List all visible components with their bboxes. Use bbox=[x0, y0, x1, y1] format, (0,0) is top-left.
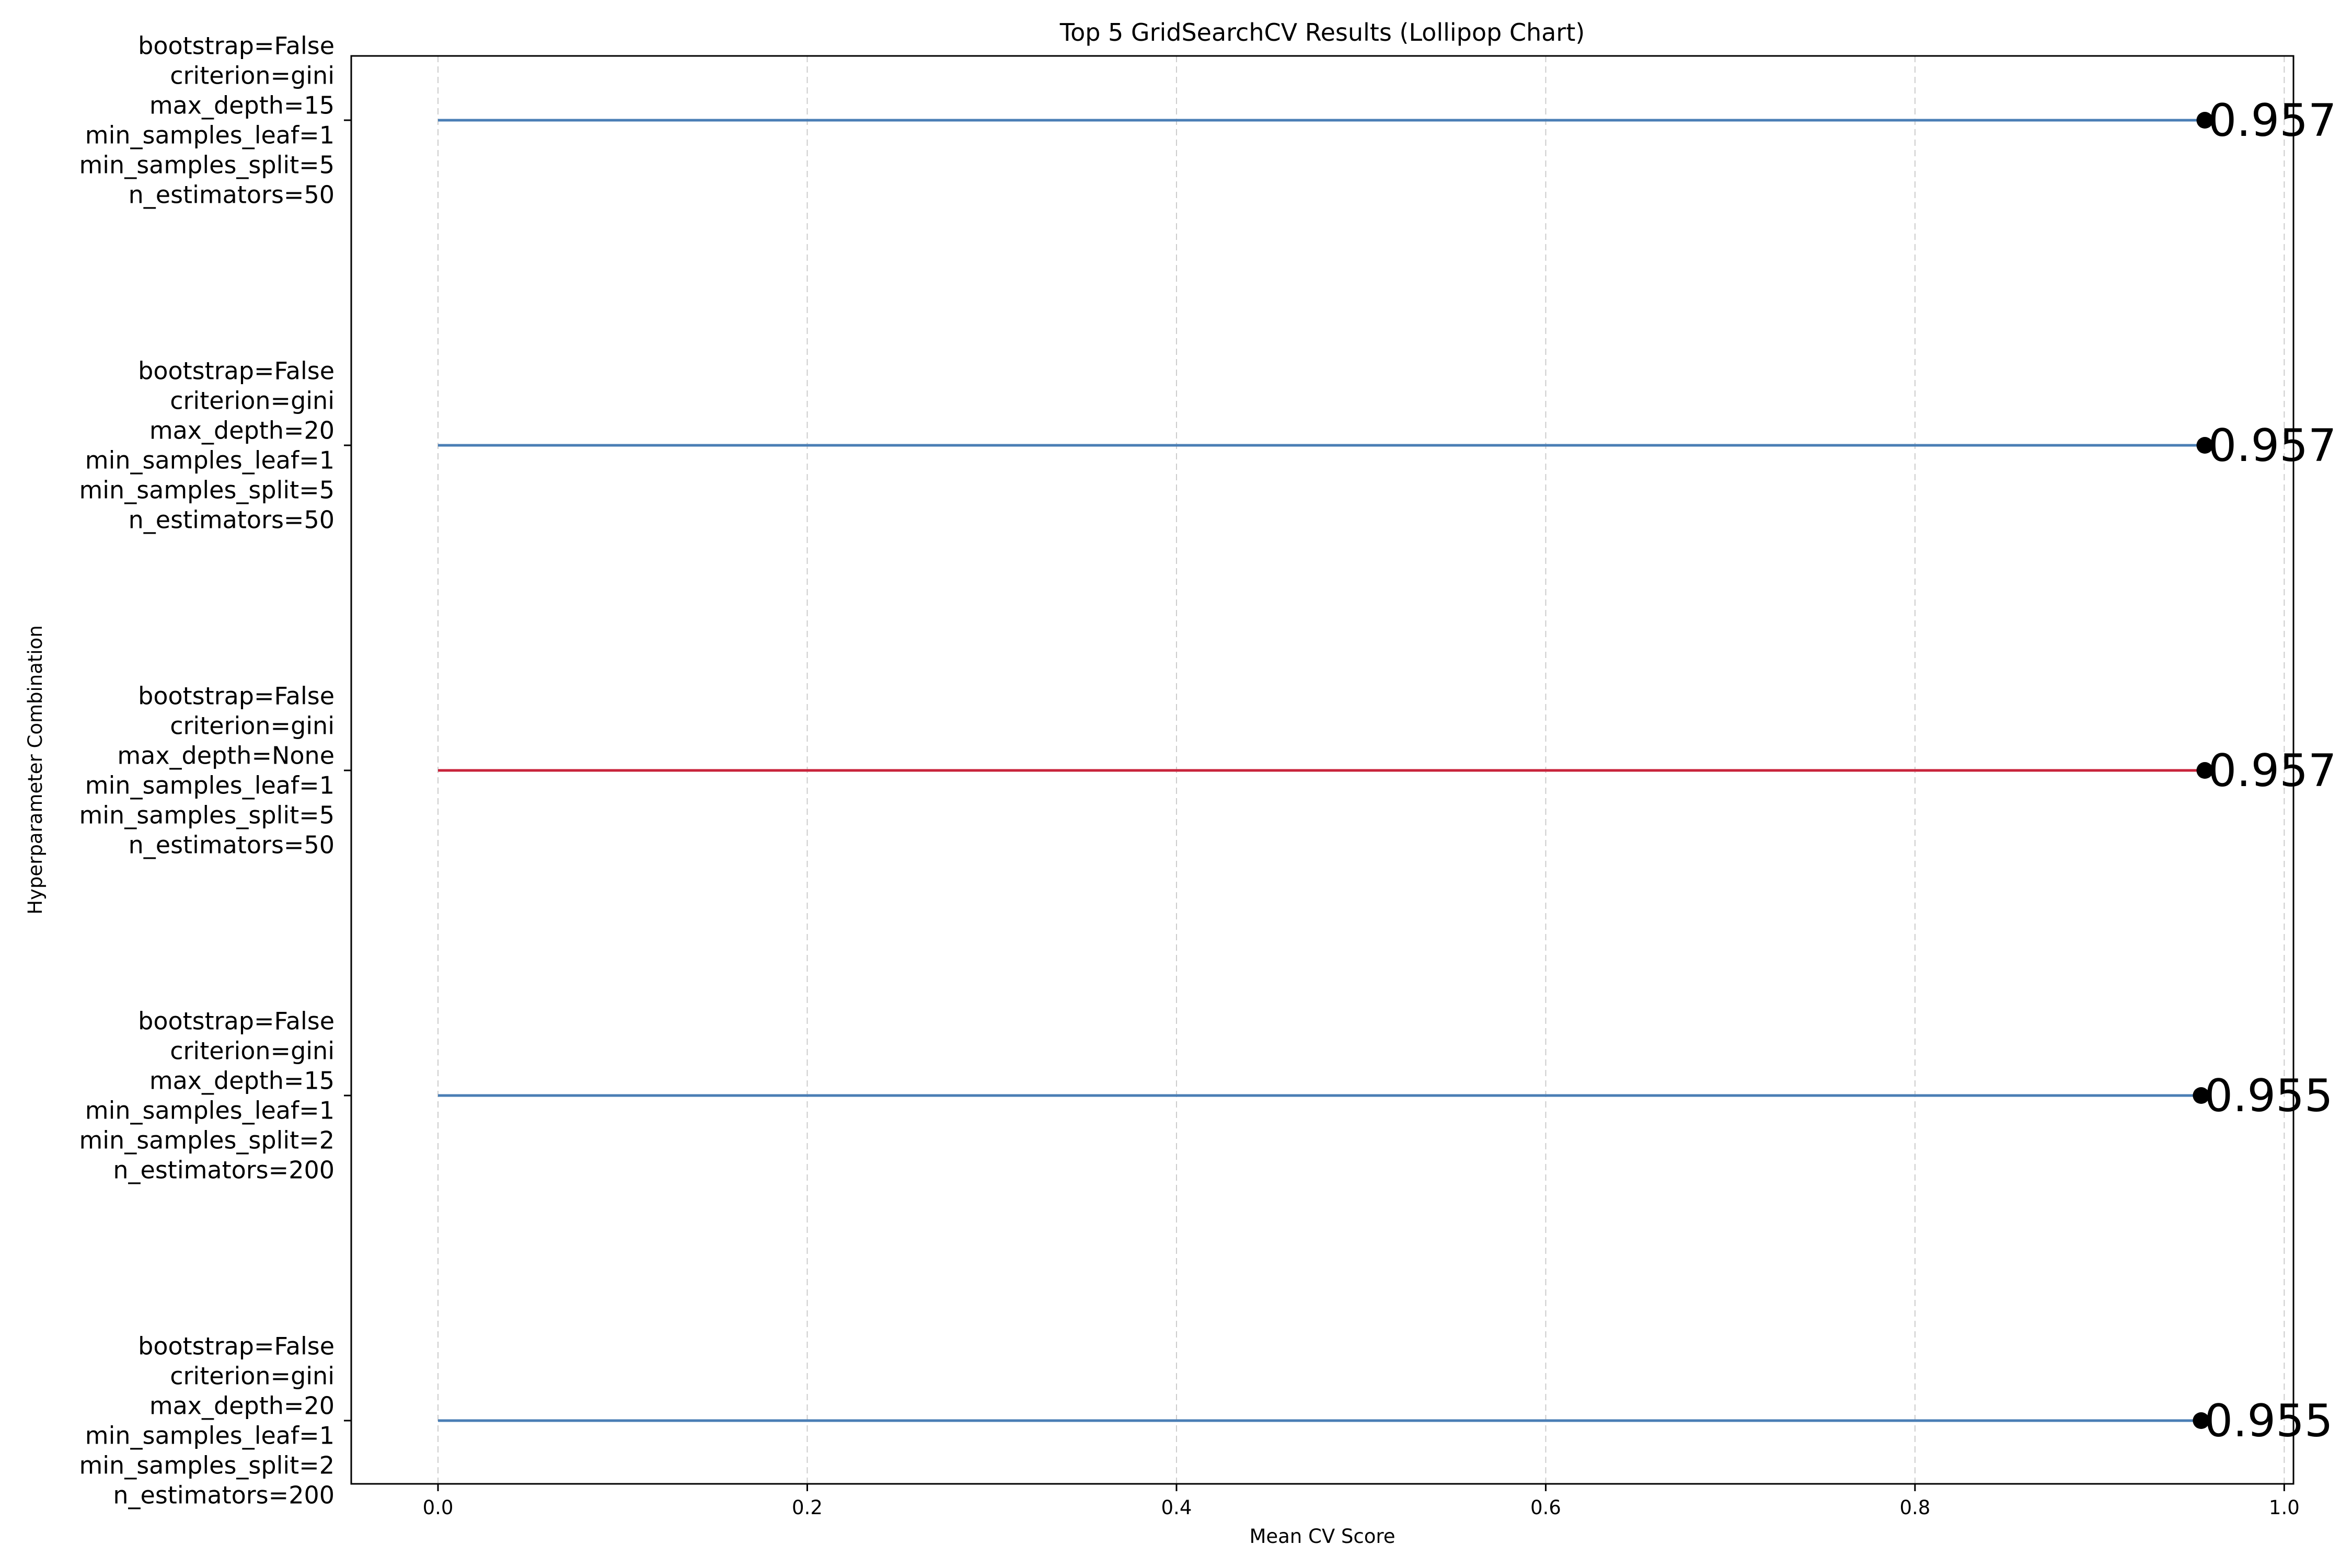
category-label-line: max_depth=15 bbox=[149, 1067, 335, 1095]
x-tick-label: 0.6 bbox=[1530, 1496, 1561, 1519]
x-tick-label: 0.0 bbox=[423, 1496, 454, 1519]
category-label-line: criterion=gini bbox=[170, 1362, 335, 1390]
category-label-line: max_depth=15 bbox=[149, 91, 335, 120]
lollipop-dot bbox=[2193, 1087, 2210, 1104]
category-label-line: criterion=gini bbox=[170, 387, 335, 415]
category-label-line: bootstrap=False bbox=[138, 682, 335, 710]
y-axis-label: Hyperparameter Combination bbox=[24, 625, 47, 915]
category-label-line: n_estimators=50 bbox=[129, 181, 335, 209]
y-ticks bbox=[344, 119, 351, 1422]
x-tick-label: 0.8 bbox=[1899, 1496, 1930, 1519]
category-label-line: max_depth=20 bbox=[149, 1392, 335, 1420]
stems bbox=[438, 119, 2205, 1422]
category-label-line: n_estimators=200 bbox=[113, 1481, 335, 1509]
x-tick-label: 0.4 bbox=[1161, 1496, 1192, 1519]
category-label-line: bootstrap=False bbox=[138, 357, 335, 385]
value-label: 0.955 bbox=[2204, 1395, 2333, 1447]
category-label-line: n_estimators=50 bbox=[129, 831, 335, 859]
category-labels: bootstrap=Falsecriterion=ginimax_depth=1… bbox=[79, 32, 335, 1509]
value-label: 0.957 bbox=[2208, 420, 2336, 472]
category-label-line: n_estimators=200 bbox=[113, 1156, 335, 1184]
category-label-line: min_samples_leaf=1 bbox=[85, 121, 335, 149]
x-ticks: 0.0 0.2 0.4 0.6 0.8 1.0 bbox=[423, 1484, 2300, 1519]
category-label-line: max_depth=None bbox=[117, 742, 335, 770]
chart-title: Top 5 GridSearchCV Results (Lollipop Cha… bbox=[1059, 18, 1585, 47]
lollipop-dot bbox=[2196, 762, 2213, 779]
category-label-line: min_samples_leaf=1 bbox=[85, 446, 335, 475]
lollipop-dot bbox=[2193, 1412, 2210, 1429]
category-label-line: min_samples_leaf=1 bbox=[85, 1097, 335, 1125]
category-label-line: bootstrap=False bbox=[138, 32, 335, 60]
lollipop-dot bbox=[2196, 437, 2213, 454]
category-label-line: criterion=gini bbox=[170, 712, 335, 740]
x-tick-label: 0.2 bbox=[792, 1496, 823, 1519]
value-labels: 0.957 0.957 0.957 0.955 0.955 bbox=[2204, 95, 2336, 1447]
category-label-line: criterion=gini bbox=[170, 62, 335, 90]
category-label-line: min_samples_split=5 bbox=[79, 476, 335, 504]
category-label-line: min_samples_leaf=1 bbox=[85, 771, 335, 800]
category-label-line: n_estimators=50 bbox=[129, 506, 335, 534]
x-tick-label: 1.0 bbox=[2269, 1496, 2300, 1519]
category-label-line: criterion=gini bbox=[170, 1037, 335, 1065]
category-label-line: bootstrap=False bbox=[138, 1007, 335, 1035]
category-label-line: max_depth=20 bbox=[149, 417, 335, 445]
category-label-line: min_samples_leaf=1 bbox=[85, 1422, 335, 1450]
x-axis-label: Mean CV Score bbox=[1249, 1525, 1395, 1548]
lollipop-dot bbox=[2196, 112, 2213, 129]
category-label-line: min_samples_split=5 bbox=[79, 151, 335, 179]
category-label-line: min_samples_split=5 bbox=[79, 801, 335, 829]
category-label-line: min_samples_split=2 bbox=[79, 1451, 335, 1480]
value-label: 0.955 bbox=[2204, 1070, 2333, 1122]
dots bbox=[2193, 112, 2213, 1429]
category-label-line: bootstrap=False bbox=[138, 1332, 335, 1361]
category-label-line: min_samples_split=2 bbox=[79, 1126, 335, 1155]
value-label: 0.957 bbox=[2208, 95, 2336, 147]
value-label: 0.957 bbox=[2208, 745, 2336, 797]
